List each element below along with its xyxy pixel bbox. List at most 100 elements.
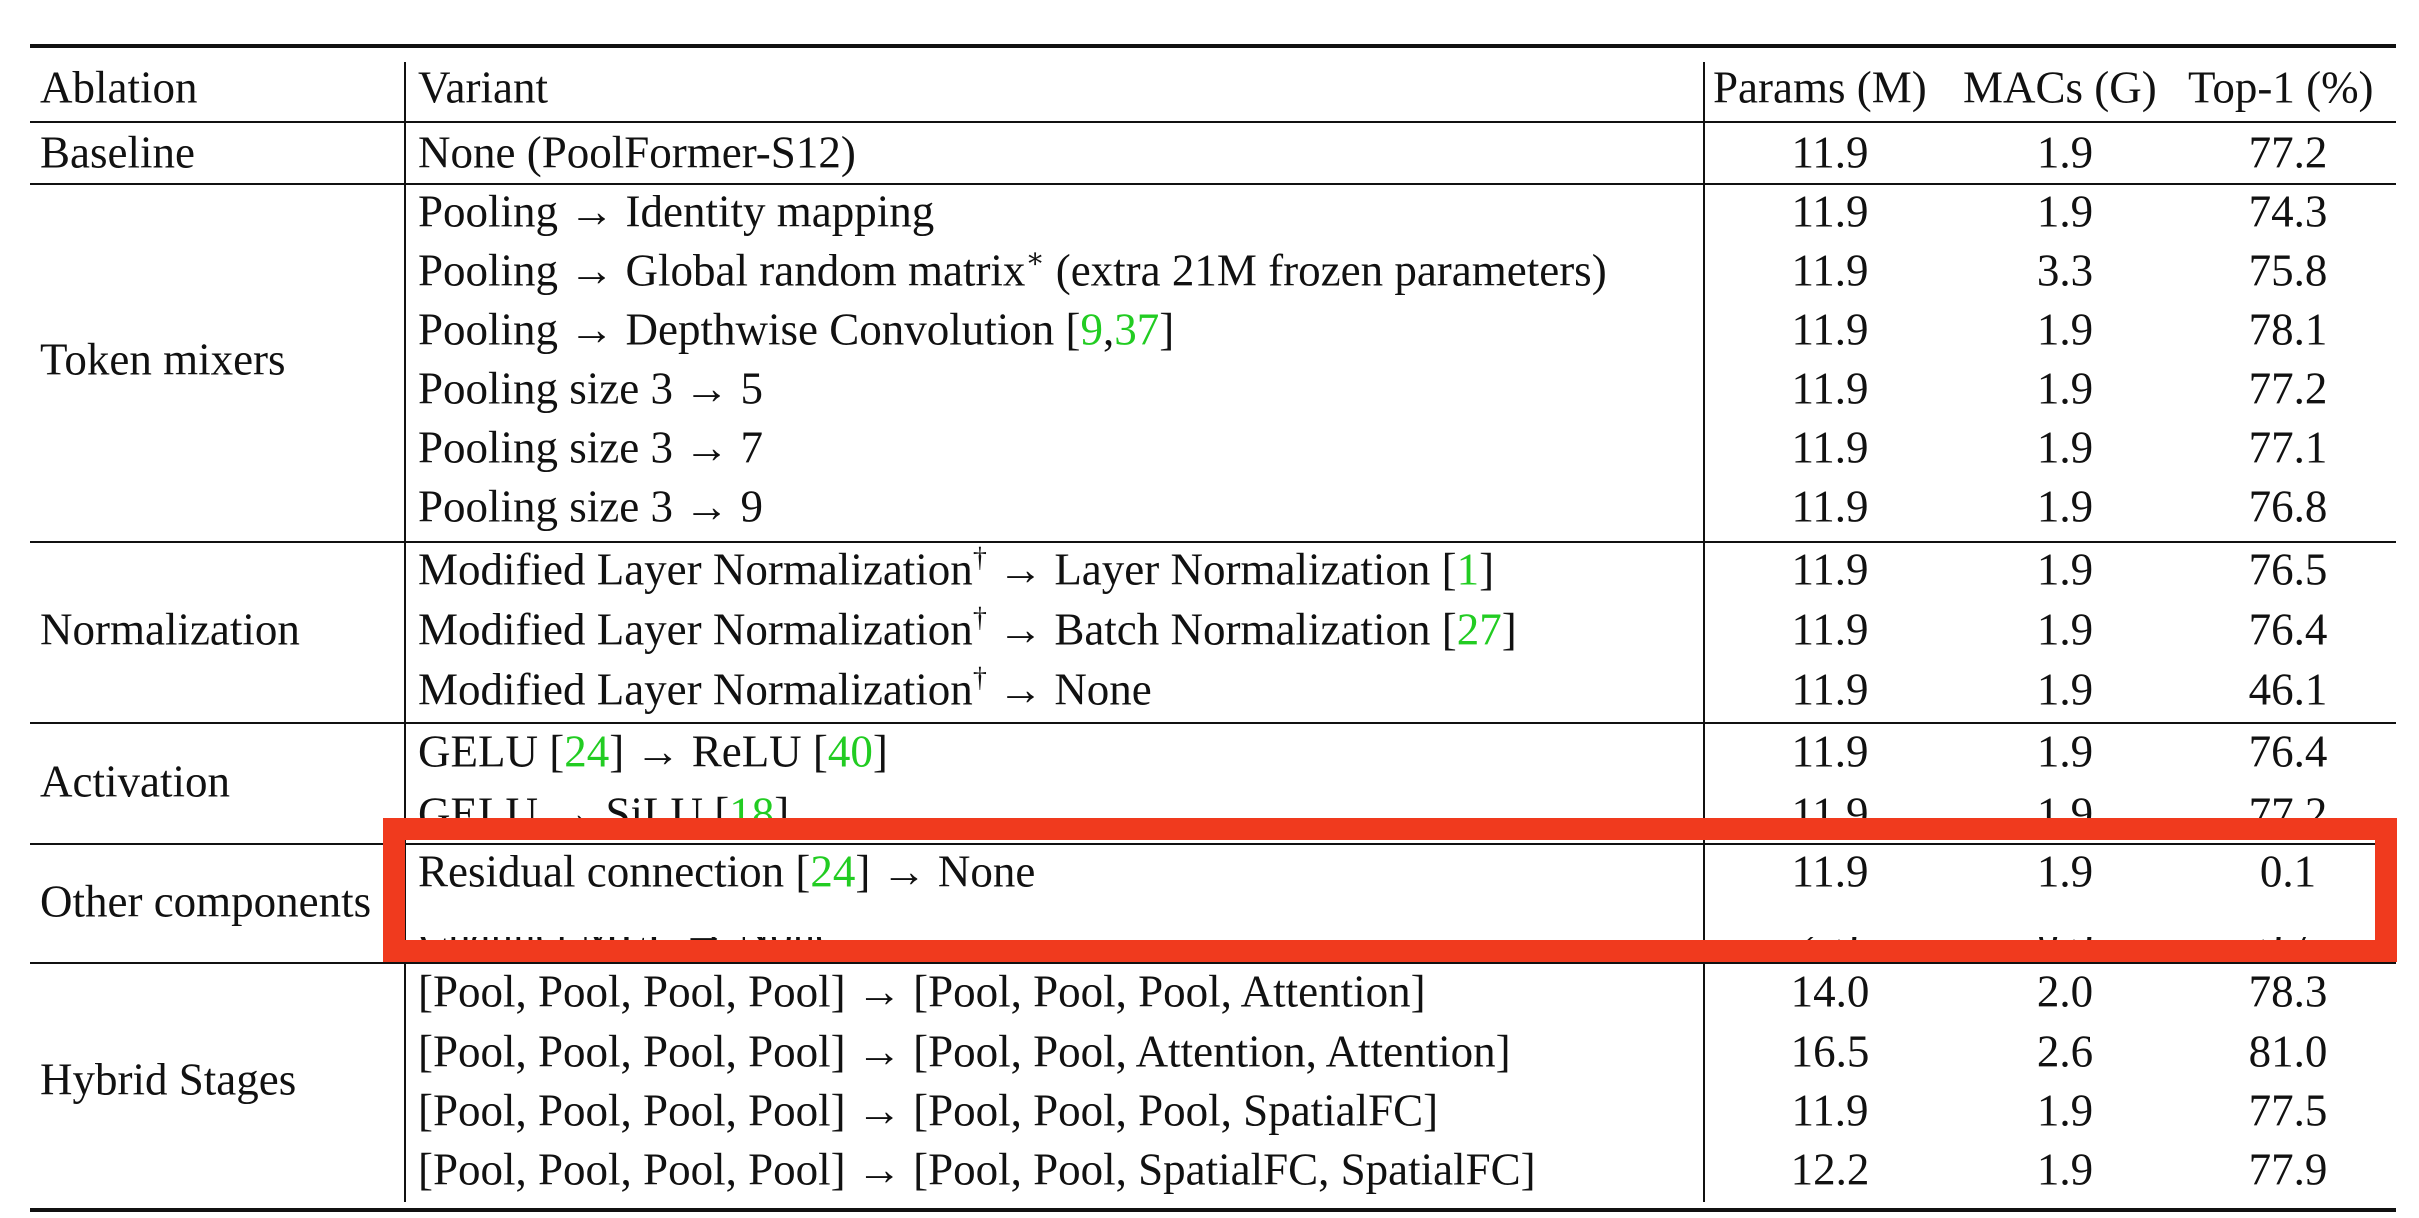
top1-cell: 77.2 <box>2248 363 2328 414</box>
top1-cell: 76.5 <box>2248 544 2328 595</box>
macs-cell: 1.9 <box>2036 363 2094 414</box>
top1-cell: 77.2 <box>2248 788 2328 822</box>
citation-link[interactable]: 40 <box>827 726 873 777</box>
variant-column-rule <box>1703 62 1705 1202</box>
citation-link[interactable]: 1 <box>1456 544 1480 595</box>
macs-cell: 1.9 <box>2036 544 2094 595</box>
top1-cell: 81.0 <box>2248 1026 2328 1077</box>
group-label-baseline: Baseline <box>40 127 195 178</box>
variant-cell: Pooling → Identity mapping <box>418 186 935 237</box>
group-label-normalization: Normalization <box>40 604 300 655</box>
group-label-hybrid-stages: Hybrid Stages <box>40 1054 297 1105</box>
macs-cell: 1.9 <box>2036 304 2094 355</box>
top1-cell: 77.1 <box>2248 422 2328 473</box>
macs-cell: 1.9 <box>2036 788 2094 822</box>
top1-cell: 74.3 <box>2248 186 2328 237</box>
macs-cell: 1.9 <box>2036 604 2094 655</box>
top1-cell: 78.1 <box>2248 304 2328 355</box>
variant-cell: Modified Layer Normalization† → Layer No… <box>418 542 1495 595</box>
header-macs: MACs (G) <box>1963 62 2157 113</box>
macs-cell: 1.9 <box>2036 1144 2094 1195</box>
variant-cell: Pooling size 3 → 5 <box>418 363 763 414</box>
header-params: Params (M) <box>1713 62 1927 113</box>
table-bottom-rule <box>30 1208 2396 1212</box>
params-cell: 11.9 <box>1791 788 1869 822</box>
variant-cell: GELU → SiLU [18] <box>418 788 789 822</box>
params-cell: 14.0 <box>1790 966 1870 1017</box>
params-cell: 11.9 <box>1791 245 1869 296</box>
highlight-box <box>383 818 2397 962</box>
activation-rule <box>30 843 2396 845</box>
variant-cell: Modified Layer Normalization† → None <box>418 662 1152 715</box>
params-cell: 11.9 <box>1791 422 1869 473</box>
header-top1: Top-1 (%) <box>2188 62 2374 113</box>
params-cell: 11.9 <box>1791 481 1869 532</box>
token-mixers-rule <box>30 541 2396 543</box>
citation-link[interactable]: 18 <box>729 788 775 822</box>
top1-cell: 77.9 <box>2248 1144 2328 1195</box>
ablation-column-rule <box>404 62 406 1202</box>
citation-link[interactable]: 24 <box>564 726 610 777</box>
top1-cell: 0.1 <box>2259 846 2317 897</box>
params-cell: 11.9 <box>1791 604 1869 655</box>
variant-cell: Pooling → Depthwise Convolution [9,37] <box>418 304 1175 355</box>
macs-cell: 1.9 <box>2036 422 2094 473</box>
macs-cell: 1.9 <box>2036 1085 2094 1136</box>
params-cell: 11.9 <box>1791 846 1869 897</box>
citation-link[interactable]: 37 <box>1114 304 1160 355</box>
citation-link[interactable]: 27 <box>1456 604 1502 655</box>
params-cell: 11.9 <box>1791 1085 1869 1136</box>
params-cell: 11.9 <box>1791 726 1869 777</box>
footnote-marker: † <box>972 662 987 694</box>
params-cell: 12.2 <box>1790 1144 1870 1195</box>
params-cell: 11.9 <box>1791 664 1869 715</box>
variant-cell: [Pool, Pool, Pool, Pool] → [Pool, Pool, … <box>418 1085 1439 1136</box>
group-label-activation: Activation <box>40 756 230 807</box>
footnote-marker: ∗ <box>1025 243 1045 275</box>
footnote-marker: † <box>972 602 987 634</box>
header-rule <box>30 121 2396 123</box>
variant-cell: [Pool, Pool, Pool, Pool] → [Pool, Pool, … <box>418 1144 1536 1195</box>
macs-cell: 1.9 <box>2036 481 2094 532</box>
variant-cell: Pooling → Global random matrix∗ (extra 2… <box>418 243 1607 296</box>
variant-cell: Pooling size 3 → 7 <box>418 422 763 473</box>
citation-link[interactable]: 9 <box>1080 304 1104 355</box>
top1-cell: 78.3 <box>2248 966 2328 1017</box>
macs-cell: 2.6 <box>2036 1026 2094 1077</box>
top1-cell: 75.8 <box>2248 245 2328 296</box>
header-variant: Variant <box>418 62 548 113</box>
baseline-rule <box>30 183 2396 185</box>
variant-cell-highlighted: Residual connection [24] → None <box>418 846 1036 897</box>
variant-cell: [Pool, Pool, Pool, Pool] → [Pool, Pool, … <box>418 1026 1511 1077</box>
top1-cell: 76.4 <box>2248 726 2328 777</box>
footnote-marker: † <box>972 542 987 574</box>
occluded-row-activation: GELU → SiLU [18] 11.9 1.9 77.2 <box>0 770 2419 822</box>
top1-cell: 77.2 <box>2248 127 2328 178</box>
macs-cell: 1.9 <box>2036 664 2094 715</box>
macs-cell: 1.9 <box>2036 127 2094 178</box>
variant-cell: [Pool, Pool, Pool, Pool] → [Pool, Pool, … <box>418 966 1426 1017</box>
params-cell: 11.9 <box>1791 544 1869 595</box>
params-cell: 11.9 <box>1791 127 1869 178</box>
macs-cell: 3.3 <box>2036 245 2094 296</box>
macs-cell: 1.9 <box>2036 726 2094 777</box>
params-cell: 11.9 <box>1791 186 1869 237</box>
top1-cell: 76.4 <box>2248 604 2328 655</box>
variant-cell: Modified Layer Normalization† → Batch No… <box>418 602 1517 655</box>
params-cell: 16.5 <box>1790 1026 1870 1077</box>
group-label-other-components: Other components <box>40 876 372 927</box>
top1-cell: 46.1 <box>2248 664 2328 715</box>
header-ablation: Ablation <box>40 62 198 113</box>
other-rule <box>30 962 2396 964</box>
params-cell: 11.9 <box>1791 363 1869 414</box>
table-top-rule <box>30 44 2396 48</box>
top1-cell: 76.8 <box>2248 481 2328 532</box>
citation-link[interactable]: 24 <box>810 846 856 897</box>
macs-cell: 1.9 <box>2036 186 2094 237</box>
variant-cell: Pooling size 3 → 9 <box>418 481 763 532</box>
macs-cell: 1.9 <box>2036 846 2094 897</box>
params-cell: 11.9 <box>1791 304 1869 355</box>
group-label-token-mixers: Token mixers <box>40 334 286 385</box>
variant-cell: None (PoolFormer-S12) <box>418 127 856 178</box>
